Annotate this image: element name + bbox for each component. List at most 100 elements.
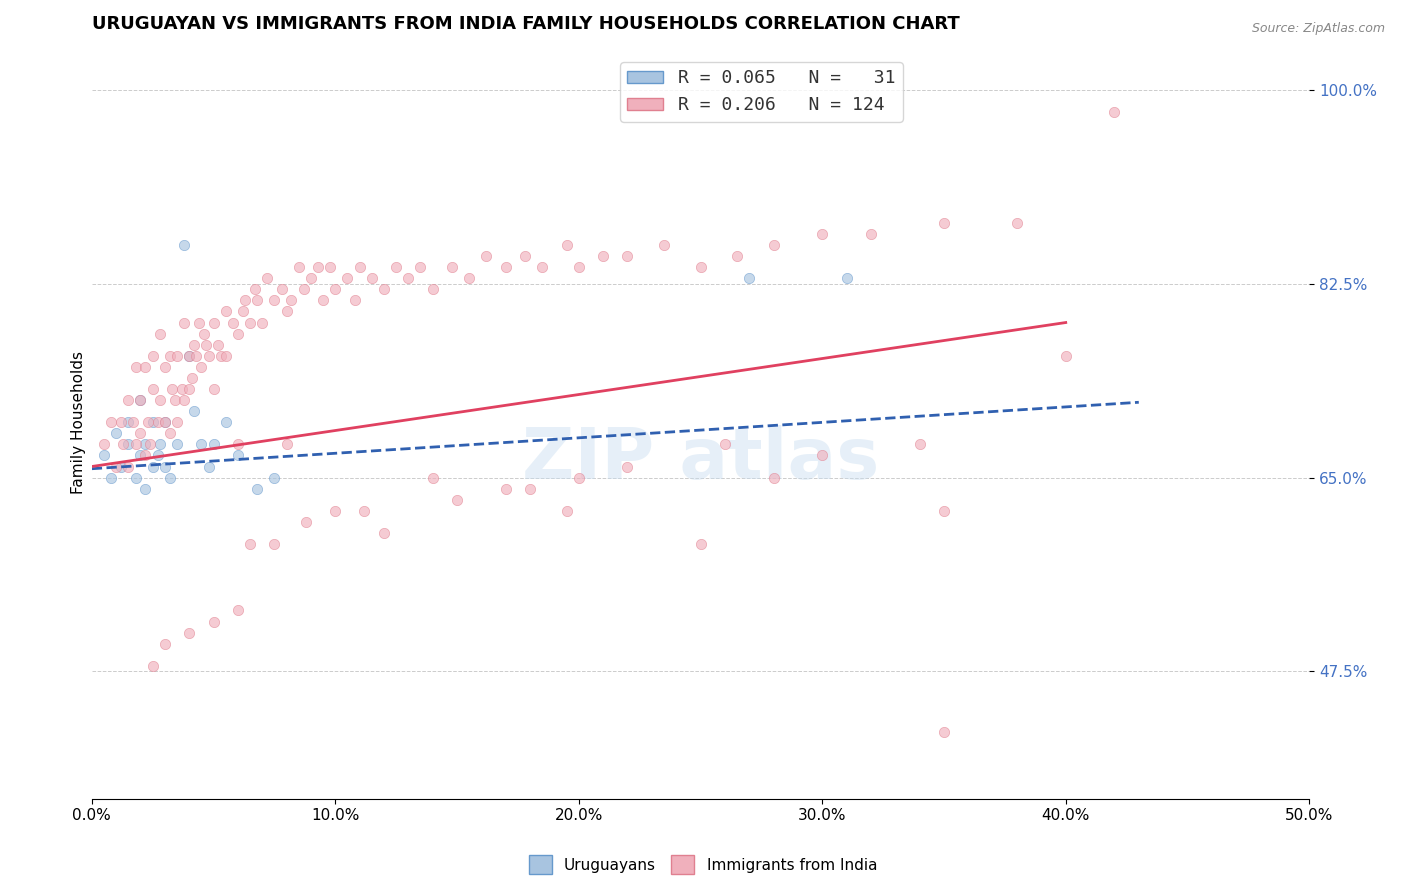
Point: [263, 293, 285, 308]
Point: [117, 437, 139, 451]
Point: [134, 359, 156, 374]
Point: [243, 282, 266, 296]
Point: [100, 470, 122, 484]
Point: [190, 437, 212, 451]
Point: [422, 470, 444, 484]
Point: [343, 293, 366, 308]
Point: [226, 326, 249, 341]
Point: [179, 349, 201, 363]
Point: [592, 249, 614, 263]
Point: [134, 449, 156, 463]
Point: [307, 260, 329, 275]
Legend: R = 0.065   N =   31, R = 0.206   N = 124: R = 0.065 N = 31, R = 0.206 N = 124: [620, 62, 903, 121]
Point: [139, 437, 162, 451]
Point: [153, 359, 176, 374]
Point: [134, 437, 156, 451]
Point: [183, 404, 205, 418]
Point: [349, 260, 371, 275]
Point: [616, 459, 638, 474]
Point: [105, 426, 128, 441]
Point: [714, 437, 737, 451]
Point: [859, 227, 882, 241]
Point: [232, 304, 254, 318]
Point: [117, 459, 139, 474]
Point: [207, 337, 229, 351]
Point: [239, 316, 262, 330]
Point: [129, 426, 152, 441]
Point: [475, 249, 498, 263]
Point: [179, 625, 201, 640]
Text: ZIP atlas: ZIP atlas: [522, 425, 879, 494]
Point: [124, 359, 146, 374]
Point: [1104, 105, 1126, 120]
Point: [215, 415, 238, 429]
Point: [441, 260, 464, 275]
Point: [323, 282, 346, 296]
Point: [336, 271, 359, 285]
Point: [136, 415, 159, 429]
Point: [555, 504, 578, 518]
Point: [202, 382, 225, 396]
Point: [762, 238, 785, 252]
Point: [246, 482, 269, 496]
Point: [159, 470, 181, 484]
Point: [202, 437, 225, 451]
Point: [170, 382, 193, 396]
Point: [396, 271, 419, 285]
Point: [100, 415, 122, 429]
Point: [179, 382, 201, 396]
Point: [166, 349, 188, 363]
Point: [226, 437, 249, 451]
Point: [146, 449, 169, 463]
Point: [373, 525, 395, 540]
Point: [153, 415, 176, 429]
Point: [142, 349, 165, 363]
Point: [263, 470, 285, 484]
Point: [153, 637, 176, 651]
Point: [226, 449, 249, 463]
Point: [209, 349, 232, 363]
Point: [263, 537, 285, 551]
Point: [555, 238, 578, 252]
Point: [270, 282, 292, 296]
Point: [276, 437, 298, 451]
Point: [93, 437, 115, 451]
Point: [519, 482, 541, 496]
Point: [932, 725, 955, 739]
Point: [738, 271, 761, 285]
Point: [515, 249, 537, 263]
Point: [129, 449, 152, 463]
Point: [1005, 216, 1028, 230]
Point: [360, 271, 382, 285]
Point: [124, 437, 146, 451]
Point: [146, 415, 169, 429]
Point: [725, 249, 748, 263]
Point: [385, 260, 408, 275]
Point: [159, 349, 181, 363]
Point: [149, 437, 172, 451]
Point: [222, 316, 245, 330]
Point: [353, 504, 375, 518]
Point: [117, 415, 139, 429]
Point: [226, 603, 249, 617]
Point: [932, 504, 955, 518]
Point: [568, 260, 591, 275]
Point: [215, 304, 238, 318]
Point: [531, 260, 554, 275]
Point: [153, 459, 176, 474]
Point: [105, 459, 128, 474]
Point: [149, 393, 172, 408]
Point: [166, 415, 188, 429]
Point: [616, 249, 638, 263]
Point: [202, 316, 225, 330]
Point: [190, 359, 212, 374]
Point: [495, 260, 517, 275]
Point: [319, 260, 342, 275]
Point: [312, 293, 335, 308]
Point: [122, 415, 145, 429]
Point: [124, 470, 146, 484]
Point: [142, 658, 165, 673]
Point: [373, 282, 395, 296]
Point: [173, 393, 195, 408]
Point: [299, 271, 322, 285]
